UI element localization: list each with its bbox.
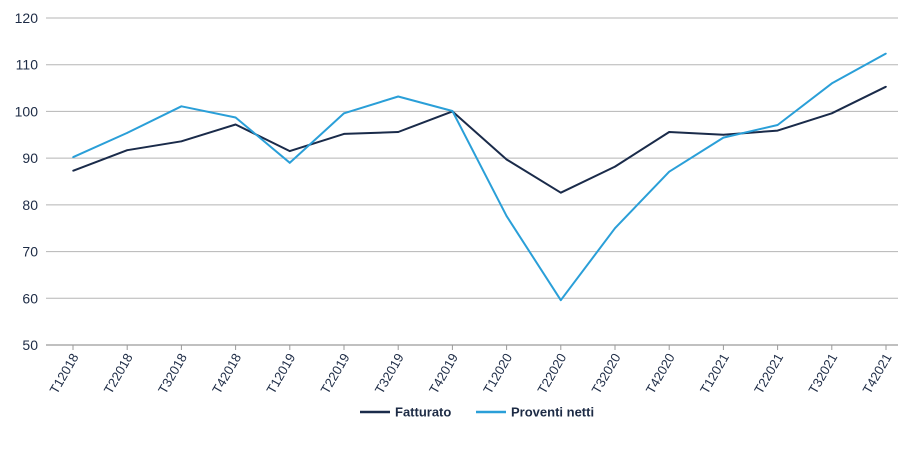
data-point <box>72 156 74 159</box>
grid-layer <box>46 17 898 346</box>
x-tick-label: T12020 <box>480 351 515 397</box>
data-point <box>180 105 183 108</box>
x-tick-label: T12018 <box>47 351 82 397</box>
data-point <box>776 124 779 126</box>
x-tick-label: T32018 <box>155 351 190 397</box>
legend: Fatturato Proventi netti <box>360 405 594 420</box>
series-line-proventi-netti <box>72 52 887 302</box>
data-point <box>776 129 779 132</box>
data-point <box>831 112 833 115</box>
data-point <box>126 132 128 134</box>
data-point <box>289 162 291 164</box>
series-layer <box>72 52 887 302</box>
data-point <box>885 52 887 55</box>
x-tick-label: T42020 <box>643 351 678 397</box>
x-tick-label: T32019 <box>372 351 407 397</box>
data-point <box>668 170 670 173</box>
legend-item-proventi-netti: Proventi netti <box>476 405 594 420</box>
x-axis: T12018 T22018 T32018 T42018 T12019 T22019 T320… <box>47 345 895 396</box>
series-line-fatturato <box>72 85 887 194</box>
x-tick-label: T42019 <box>426 351 461 397</box>
data-point <box>722 136 725 139</box>
data-point <box>505 215 508 217</box>
data-point <box>614 227 616 230</box>
data-point <box>722 133 725 136</box>
y-tick-label: 60 <box>22 290 38 306</box>
data-point <box>451 110 454 112</box>
data-point <box>234 123 237 126</box>
y-tick-label: 70 <box>22 244 38 260</box>
data-point <box>885 85 887 88</box>
legend-label-proventi-netti: Proventi netti <box>511 405 594 420</box>
y-tick-label: 80 <box>22 197 38 213</box>
data-point <box>614 165 616 168</box>
x-tick-label: T22019 <box>318 351 353 397</box>
data-point <box>668 131 670 133</box>
data-point <box>126 149 128 152</box>
x-tick-label: T12019 <box>263 351 298 397</box>
data-point <box>560 299 562 301</box>
data-point <box>505 158 508 161</box>
data-point <box>397 131 400 133</box>
legend-item-fatturato: Fatturato <box>360 405 451 420</box>
x-tick-label: T22020 <box>534 351 569 397</box>
data-point <box>831 82 833 85</box>
y-tick-label: 120 <box>15 10 39 26</box>
y-tick-label: 50 <box>22 337 38 353</box>
data-point <box>289 150 291 152</box>
y-tick-label: 100 <box>15 103 39 119</box>
data-point <box>343 133 345 135</box>
data-point <box>343 112 345 115</box>
x-tick-label: T12021 <box>697 351 732 397</box>
x-tick-label: T32020 <box>589 351 624 397</box>
legend-label-fatturato: Fatturato <box>395 405 451 420</box>
x-tick-label: T22021 <box>751 351 786 397</box>
y-tick-label: 90 <box>22 150 38 166</box>
data-point <box>560 191 562 194</box>
y-tick-label: 110 <box>16 57 39 73</box>
data-point <box>180 140 183 143</box>
x-tick-label: T32021 <box>805 351 840 397</box>
data-point <box>397 95 400 98</box>
x-tick-label: T22018 <box>101 351 136 397</box>
data-point <box>234 116 237 119</box>
y-axis: 50 60 70 80 90 100 110 120 <box>15 10 39 353</box>
x-tick-label: T42018 <box>209 351 244 397</box>
data-point <box>72 169 74 172</box>
x-tick-label: T42021 <box>860 351 895 397</box>
